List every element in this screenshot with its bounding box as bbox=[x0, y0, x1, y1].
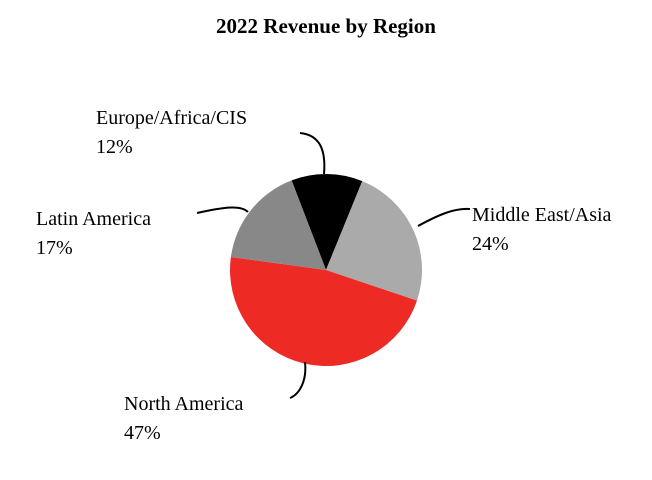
slice-label: Middle East/Asia 24% bbox=[472, 201, 611, 259]
pie-slice bbox=[326, 181, 422, 301]
slice-label: Europe/Africa/CIS 12% bbox=[96, 104, 247, 162]
slices bbox=[229, 174, 422, 367]
leader-line bbox=[417, 207, 471, 227]
leader-lines bbox=[196, 132, 471, 399]
pie-slice bbox=[229, 256, 417, 367]
leader-line bbox=[196, 206, 249, 214]
pie-slice bbox=[291, 174, 363, 270]
chart-title: 2022 Revenue by Region bbox=[216, 14, 436, 38]
category-label: North America bbox=[124, 393, 244, 415]
value-label: 24% bbox=[472, 233, 509, 255]
category-label: Middle East/Asia bbox=[472, 204, 612, 226]
value-label: 47% bbox=[124, 422, 161, 444]
leader-line bbox=[299, 132, 326, 175]
slice-label: North America 47% bbox=[124, 390, 243, 448]
value-label: 12% bbox=[96, 136, 133, 158]
leader-line bbox=[289, 361, 307, 399]
slice-label: Latin America 17% bbox=[36, 205, 151, 263]
value-label: 17% bbox=[36, 237, 73, 259]
category-label: Latin America bbox=[36, 208, 151, 230]
category-label: Europe/Africa/CIS bbox=[96, 107, 248, 129]
pie-slice bbox=[230, 180, 326, 270]
